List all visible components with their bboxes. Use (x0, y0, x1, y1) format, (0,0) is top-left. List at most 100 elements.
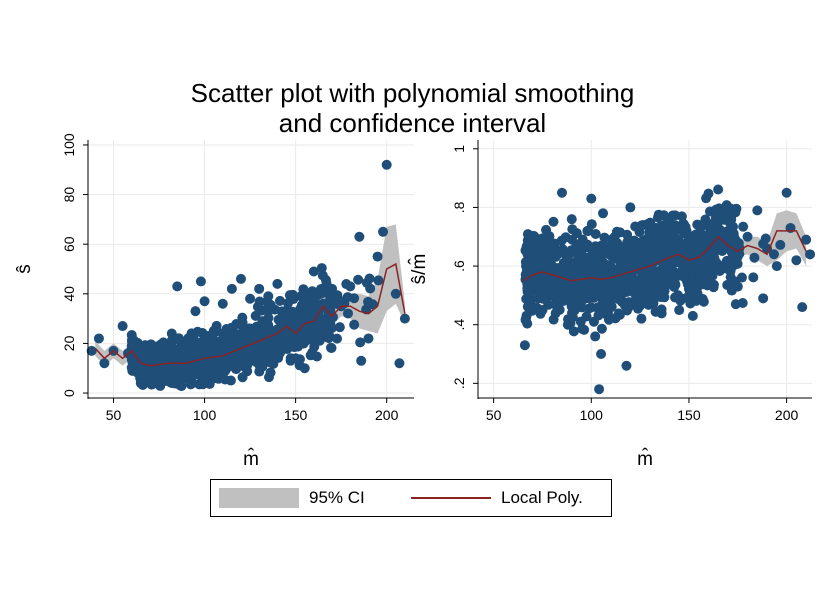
data-point (309, 325, 320, 336)
data-point (700, 214, 711, 225)
data-point (519, 340, 530, 351)
legend-local-poly-label: Local Poly. (501, 488, 583, 507)
data-point (643, 245, 654, 256)
data-point (548, 314, 559, 325)
data-point (148, 370, 159, 381)
data-point (575, 250, 586, 261)
data-point (166, 341, 177, 352)
data-point (274, 295, 285, 306)
data-point (730, 299, 741, 310)
data-point (349, 319, 360, 330)
data-point (322, 322, 333, 333)
data-point (132, 365, 143, 376)
data-point (694, 260, 705, 271)
data-point (688, 278, 699, 289)
data-point (137, 341, 148, 352)
data-point (527, 252, 538, 263)
data-point (613, 294, 624, 305)
data-point (758, 293, 769, 304)
data-point (317, 298, 328, 309)
data-point (152, 378, 163, 389)
data-point (273, 352, 284, 363)
data-point (177, 368, 188, 379)
data-point (237, 320, 248, 331)
data-point (281, 338, 292, 349)
data-point (217, 298, 228, 309)
data-point (208, 326, 219, 337)
data-point (738, 221, 749, 232)
data-point (797, 302, 808, 313)
data-point (161, 369, 172, 380)
x-tick-label: 100 (580, 407, 604, 423)
data-point (635, 237, 646, 248)
data-point (277, 317, 288, 328)
data-point (541, 224, 552, 235)
data-point (732, 281, 743, 292)
data-point (394, 358, 405, 369)
data-point (650, 306, 661, 317)
data-point (140, 352, 151, 363)
data-point (586, 302, 597, 313)
data-point (367, 299, 378, 310)
x-tick-label: 50 (486, 407, 502, 423)
data-point (213, 373, 224, 384)
data-point (636, 220, 647, 231)
data-point (263, 291, 274, 302)
data-point (342, 308, 353, 319)
data-point (674, 240, 685, 251)
data-point (373, 275, 384, 286)
data-point (290, 353, 301, 364)
data-point (86, 345, 97, 356)
data-point (195, 276, 206, 287)
x-tick-label: 150 (284, 407, 308, 423)
data-point (548, 216, 559, 227)
data-point (574, 270, 585, 281)
data-point (189, 345, 200, 356)
data-point (654, 231, 665, 242)
data-point (586, 193, 597, 204)
data-point (281, 305, 292, 316)
data-point (536, 259, 547, 270)
data-point (533, 293, 544, 304)
data-point (616, 249, 627, 260)
data-point (356, 355, 367, 366)
data-point (581, 311, 592, 322)
data-point (279, 328, 290, 339)
data-point (303, 288, 314, 299)
data-point (650, 256, 661, 267)
data-point (523, 290, 534, 301)
data-point (656, 277, 667, 288)
y-tick-label: .6 (451, 260, 467, 272)
data-point (586, 260, 597, 271)
data-point (605, 302, 616, 313)
data-point (672, 290, 683, 301)
data-point (318, 283, 329, 294)
data-point (568, 326, 579, 337)
data-point (723, 208, 734, 219)
data-point (520, 314, 531, 325)
data-point (93, 333, 104, 344)
data-point (99, 358, 110, 369)
data-point (562, 319, 573, 330)
data-point (235, 273, 246, 284)
y-tick-label: .4 (451, 319, 467, 331)
data-point (228, 341, 239, 352)
data-point (752, 205, 763, 216)
data-point (567, 224, 578, 235)
data-point (692, 249, 703, 260)
data-point (609, 231, 620, 242)
data-point (311, 351, 322, 362)
data-point (533, 236, 544, 247)
x-tick-label: 200 (375, 407, 399, 423)
data-point (713, 184, 724, 195)
data-point (269, 304, 280, 315)
data-point (775, 239, 786, 250)
data-point (237, 352, 248, 363)
left-scatter-panel: 0 20 40 60 80 100 50 100 150 200 ŝ m̂ (14, 133, 414, 470)
data-point (663, 271, 674, 282)
data-point (604, 280, 615, 291)
data-point (265, 367, 276, 378)
data-point (187, 378, 198, 389)
data-point (687, 310, 698, 321)
